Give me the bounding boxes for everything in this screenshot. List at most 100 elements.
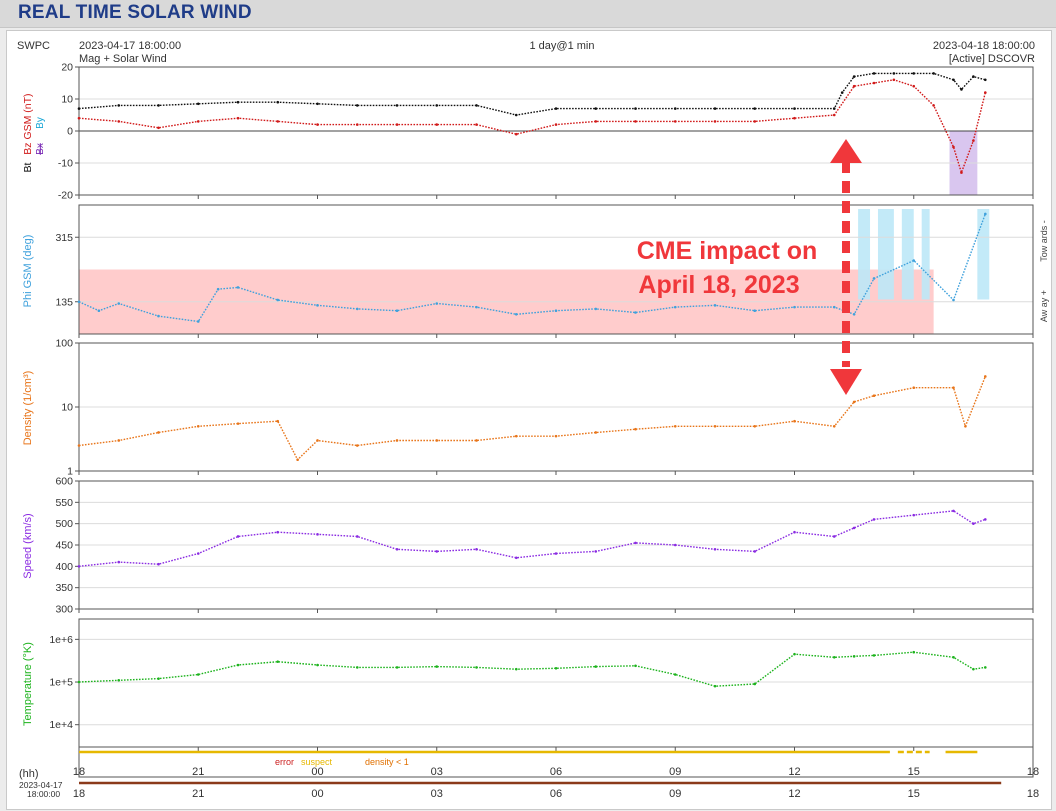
cme-arrow-down-head [830,369,862,395]
point-mag [984,91,987,94]
point-speed [832,535,836,538]
y-tick-label: 1e+4 [49,719,73,731]
point-mag [514,113,518,117]
y-tick-label: 1 [67,466,73,478]
y-tick-label: 0 [67,126,73,138]
quality-suspect-label: suspect [301,757,333,767]
point-phi [355,307,359,311]
bt-label: Bt [22,163,34,173]
speed-ylabel: Speed (km/s) [22,513,34,578]
x-tick-label: 18 [73,766,85,778]
x-tick-labels: 18 18 21 21 00 00 03 03 06 06 09 09 12 12 15 15 18 18 [73,766,1039,800]
series-speed-0 [78,510,986,567]
point-mag [475,104,478,107]
point-phi [793,305,796,309]
point-speed [395,547,399,551]
y-tick-label: 135 [55,296,73,308]
point-temperature [673,673,677,676]
phi-ylabel: Phi GSM (deg) [22,235,34,308]
point-speed [673,543,677,547]
x-tick-label: 09 [669,766,681,778]
point-density [713,424,717,428]
point-density [236,422,240,425]
panel-frame-speed [78,480,1034,610]
point-phi [634,311,637,314]
point-mag [117,104,121,107]
point-mag [960,171,963,174]
point-density [872,394,876,398]
y-tick-label: 315 [55,232,73,244]
page-header: REAL TIME SOLAR WIND [0,0,1056,28]
point-mag [594,120,598,123]
towards-label: Tow ards - [1039,220,1049,262]
point-phi [316,304,319,307]
point-mag [932,72,935,75]
y-tick-label: 600 [55,476,73,488]
point-temperature [753,682,757,686]
point-mag [395,123,399,126]
point-mag [196,120,200,123]
point-density [77,444,81,447]
point-phi [554,309,558,313]
point-mag [673,107,677,110]
point-mag [196,102,200,106]
point-mag [435,123,439,126]
point-mag [236,100,240,104]
panel-frame-mag [78,66,1034,196]
point-speed [634,541,637,545]
point-mag [77,107,81,110]
point-speed [196,552,200,555]
hh-label: (hh) [19,768,39,780]
point-mag [236,116,240,120]
point-density [196,424,200,428]
point-mag [892,78,896,82]
point-speed [793,530,796,534]
point-temperature [952,655,955,659]
point-density [594,431,598,434]
point-density [912,386,916,390]
point-density [355,444,359,447]
series-mag-1 [78,79,986,174]
x-tick-label: 00 [311,766,323,778]
point-speed [984,518,987,521]
y-tick-label: 20 [61,62,73,74]
quality-error-label: error [275,757,294,767]
end-time: 2023-04-18 18:00:00 [933,40,1035,52]
point-phi [276,298,280,302]
point-speed [316,533,319,536]
point-density [793,419,796,423]
away-label: Aw ay + [1039,290,1049,322]
point-temperature [157,677,160,680]
point-density [296,458,299,462]
x-tick-label: 00 [311,788,323,800]
cme-arrow-up-head [830,139,862,163]
temperature-ylabel: Temperature (°K) [22,642,34,726]
phi-fill-0 [858,209,871,300]
y-tick-label: -10 [58,158,73,170]
point-phi [395,309,399,313]
point-temperature [236,663,240,667]
x-tick-label: 18 [73,788,85,800]
point-temperature [355,666,359,669]
point-temperature [276,660,280,663]
x-tick-label: 18 [1027,766,1039,778]
point-density [395,439,399,442]
point-temperature [316,663,319,667]
point-mag [832,107,836,110]
bz-label: Bz GSM (nT) [22,93,34,154]
y-tick-label: 500 [55,518,73,530]
series-mag-0 [78,72,986,116]
point-density [952,386,955,390]
point-speed [475,547,478,551]
point-density [435,439,439,442]
point-phi [594,307,598,311]
point-mag [514,132,518,136]
point-mag [77,116,81,120]
cme-annotation-line2: April 18, 2023 [638,271,799,299]
series-temperature-0 [78,651,986,687]
y-tick-label: 550 [55,497,73,509]
point-speed [514,556,518,560]
point-mag [912,72,916,75]
point-speed [117,560,121,564]
point-density [316,439,319,442]
